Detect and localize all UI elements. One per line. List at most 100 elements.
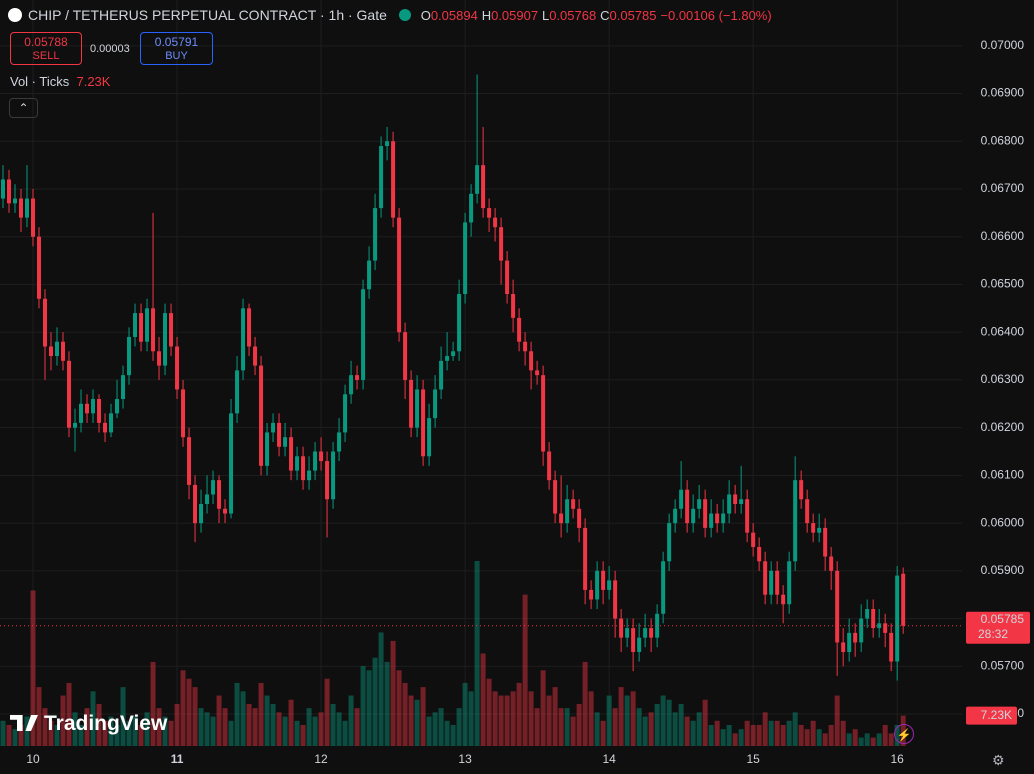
candle-body bbox=[901, 573, 906, 626]
volume-bar bbox=[828, 724, 834, 746]
volume-bar bbox=[696, 712, 702, 746]
candle-body bbox=[793, 480, 798, 562]
volume-value: 7.23K bbox=[76, 74, 111, 89]
volume-bar bbox=[540, 670, 546, 746]
volume-bar bbox=[444, 720, 450, 746]
candle-body bbox=[631, 628, 636, 652]
candle-body bbox=[229, 413, 234, 514]
y-tick-label: 0.06000 bbox=[981, 515, 1025, 529]
candle-body bbox=[481, 165, 486, 209]
volume-bar bbox=[462, 682, 468, 746]
candle-body bbox=[583, 527, 588, 590]
candle-body bbox=[763, 561, 768, 595]
sell-price: 0.05788 bbox=[24, 35, 68, 49]
volume-bar bbox=[96, 703, 102, 746]
buy-button[interactable]: 0.05791 BUY bbox=[140, 32, 213, 65]
candle-body bbox=[475, 165, 480, 194]
volume-bar bbox=[870, 737, 876, 746]
candle-body bbox=[349, 375, 354, 395]
volume-bar bbox=[246, 703, 252, 746]
candle-body bbox=[541, 375, 546, 452]
candle-body bbox=[43, 298, 48, 347]
candle-body bbox=[91, 399, 96, 414]
volume-bar bbox=[144, 712, 150, 746]
sell-button[interactable]: 0.05788 SELL bbox=[10, 32, 82, 65]
volume-bar bbox=[432, 712, 438, 746]
candle-body bbox=[67, 360, 72, 428]
candle-body bbox=[493, 217, 498, 228]
candle-body bbox=[841, 642, 846, 652]
volume-bar bbox=[516, 682, 522, 746]
volume-bar bbox=[390, 640, 396, 746]
candle-body bbox=[745, 499, 750, 533]
candle-body bbox=[85, 403, 90, 414]
candle-body bbox=[79, 403, 84, 423]
volume-bar bbox=[660, 695, 666, 746]
volume-bar bbox=[822, 733, 828, 746]
candle-body bbox=[769, 570, 774, 595]
candle-body bbox=[409, 379, 414, 428]
candle-body bbox=[25, 198, 30, 218]
candle-body bbox=[637, 637, 642, 652]
candle-body bbox=[655, 613, 660, 638]
ohlc-label: O bbox=[420, 8, 431, 23]
volume-bar bbox=[858, 737, 864, 746]
candle-body bbox=[271, 422, 276, 433]
volume-bar bbox=[456, 708, 462, 746]
volume-bar bbox=[582, 661, 588, 746]
volume-bar bbox=[702, 699, 708, 746]
candle-body bbox=[835, 570, 840, 643]
volume-bar bbox=[336, 712, 342, 746]
volume-bar bbox=[774, 720, 780, 746]
candle-body bbox=[103, 422, 108, 433]
candle-body bbox=[235, 370, 240, 414]
y-tick-label: 0.06600 bbox=[981, 229, 1025, 243]
logo bbox=[10, 715, 38, 731]
ohlc-value: 0.05894 bbox=[430, 8, 478, 23]
volume-bar bbox=[48, 720, 54, 746]
candle-body bbox=[193, 484, 198, 524]
volume-bar bbox=[366, 670, 372, 746]
y-tick-label: 0.05700 bbox=[981, 658, 1025, 672]
candle-body bbox=[595, 570, 600, 600]
candle-body bbox=[205, 494, 210, 505]
volume-bar bbox=[354, 708, 360, 746]
candle-body bbox=[421, 389, 426, 457]
candle-body bbox=[385, 141, 390, 147]
candle-body bbox=[751, 532, 756, 547]
volume-bar bbox=[198, 708, 204, 746]
volume-bar bbox=[882, 724, 888, 746]
volume-bar bbox=[372, 657, 378, 746]
volume-bar bbox=[24, 716, 30, 746]
candle-body bbox=[469, 193, 474, 223]
candle-body bbox=[265, 432, 270, 466]
candle-body bbox=[805, 499, 810, 524]
settings-button[interactable]: ⚙ bbox=[992, 752, 1005, 768]
candle-body bbox=[307, 470, 312, 481]
candle-body bbox=[679, 489, 684, 509]
collapse-button[interactable]: ⌃ bbox=[9, 98, 38, 118]
volume-bar bbox=[348, 695, 354, 746]
candle-body bbox=[367, 260, 372, 290]
sell-label: SELL bbox=[32, 50, 60, 62]
volume-bar bbox=[426, 716, 432, 746]
volume-bar bbox=[330, 703, 336, 746]
watermark: TradingView bbox=[10, 712, 167, 736]
volume-bar bbox=[612, 708, 618, 746]
volume-bar bbox=[750, 724, 756, 746]
alert-button[interactable]: ⚡ bbox=[894, 724, 914, 744]
candle-body bbox=[217, 480, 222, 509]
volume-bar bbox=[510, 691, 516, 746]
candle-body bbox=[139, 313, 144, 342]
countdown: 28:32 bbox=[978, 627, 1008, 641]
candle-body bbox=[685, 489, 690, 524]
volume-bar bbox=[270, 703, 276, 746]
candle-body bbox=[1, 179, 6, 199]
candle-body bbox=[733, 494, 738, 505]
spread: 0.00003 bbox=[90, 43, 130, 55]
candle-body bbox=[811, 523, 816, 533]
candle-body bbox=[451, 351, 456, 357]
volume-bar bbox=[468, 691, 474, 746]
candle-body bbox=[313, 451, 318, 471]
